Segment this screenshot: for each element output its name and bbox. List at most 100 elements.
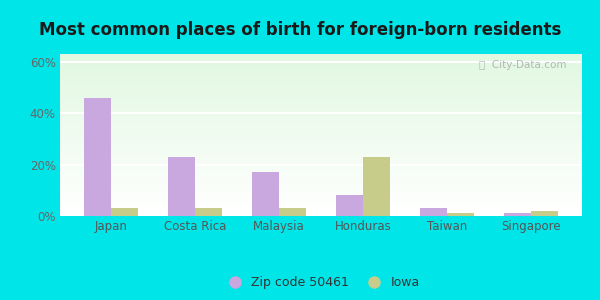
Bar	[60, 79, 582, 80]
Bar	[60, 203, 582, 204]
Bar	[60, 158, 582, 159]
Bar	[60, 173, 582, 174]
Bar	[60, 98, 582, 99]
Bar	[60, 137, 582, 138]
Bar	[60, 131, 582, 132]
Bar	[60, 171, 582, 172]
Bar	[532, 211, 558, 216]
Bar	[60, 72, 582, 73]
Bar	[60, 86, 582, 87]
Bar	[60, 117, 582, 118]
Bar	[60, 154, 582, 155]
Bar	[60, 64, 582, 65]
Bar	[60, 90, 582, 91]
Bar	[60, 89, 582, 90]
Bar	[60, 204, 582, 205]
Bar	[60, 102, 582, 103]
Bar	[60, 63, 582, 64]
Bar	[60, 85, 582, 86]
Bar	[279, 208, 306, 216]
Bar	[60, 214, 582, 215]
Bar	[60, 56, 582, 57]
Bar	[60, 74, 582, 75]
Bar	[60, 211, 582, 212]
Bar	[60, 91, 582, 92]
Bar	[60, 184, 582, 185]
Bar	[60, 101, 582, 102]
Bar	[60, 185, 582, 186]
Bar	[60, 68, 582, 69]
Bar	[60, 202, 582, 203]
Bar	[60, 160, 582, 161]
Bar	[60, 156, 582, 157]
Bar	[60, 121, 582, 122]
Bar	[60, 177, 582, 178]
Bar	[447, 213, 474, 216]
Bar	[60, 159, 582, 160]
Bar	[252, 172, 279, 216]
Bar	[60, 60, 582, 61]
Bar	[60, 171, 582, 172]
Bar	[60, 69, 582, 70]
Bar	[60, 132, 582, 133]
Bar	[60, 114, 582, 115]
Bar	[60, 76, 582, 77]
Bar	[60, 178, 582, 179]
Bar	[60, 97, 582, 98]
Bar	[60, 103, 582, 104]
Bar	[363, 157, 390, 216]
Bar	[60, 73, 582, 74]
Bar	[60, 138, 582, 139]
Bar	[60, 127, 582, 128]
Bar	[60, 125, 582, 126]
Bar	[60, 110, 582, 111]
Bar	[60, 146, 582, 147]
Bar	[60, 205, 582, 206]
Bar	[195, 208, 222, 216]
Bar	[60, 82, 582, 83]
Text: ⓘ  City-Data.com: ⓘ City-Data.com	[479, 61, 566, 70]
Bar	[60, 139, 582, 140]
Bar	[168, 157, 195, 216]
Legend: Zip code 50461, Iowa: Zip code 50461, Iowa	[217, 271, 425, 294]
Bar	[60, 130, 582, 131]
Bar	[60, 81, 582, 82]
Text: Most common places of birth for foreign-born residents: Most common places of birth for foreign-…	[39, 21, 561, 39]
Bar	[60, 107, 582, 108]
Bar	[84, 98, 110, 216]
Bar	[60, 201, 582, 202]
Bar	[60, 54, 582, 55]
Bar	[60, 119, 582, 120]
Bar	[60, 135, 582, 136]
Bar	[60, 155, 582, 156]
Bar	[60, 104, 582, 105]
Bar	[60, 206, 582, 207]
Bar	[60, 196, 582, 197]
Bar	[60, 115, 582, 116]
Bar	[60, 57, 582, 58]
Bar	[60, 194, 582, 195]
Bar	[60, 188, 582, 189]
Bar	[60, 66, 582, 67]
Bar	[60, 181, 582, 182]
Bar	[60, 109, 582, 110]
Bar	[60, 96, 582, 97]
Bar	[60, 116, 582, 117]
Bar	[60, 189, 582, 190]
Bar	[420, 208, 447, 216]
Bar	[60, 195, 582, 196]
Bar	[60, 55, 582, 56]
Bar	[60, 62, 582, 63]
Bar	[60, 112, 582, 113]
Bar	[60, 134, 582, 135]
Bar	[60, 147, 582, 148]
Bar	[60, 120, 582, 121]
Bar	[60, 187, 582, 188]
Bar	[60, 182, 582, 183]
Bar	[60, 152, 582, 153]
Bar	[60, 180, 582, 181]
Bar	[60, 209, 582, 210]
Bar	[60, 192, 582, 193]
Bar	[60, 105, 582, 106]
Bar	[60, 58, 582, 59]
